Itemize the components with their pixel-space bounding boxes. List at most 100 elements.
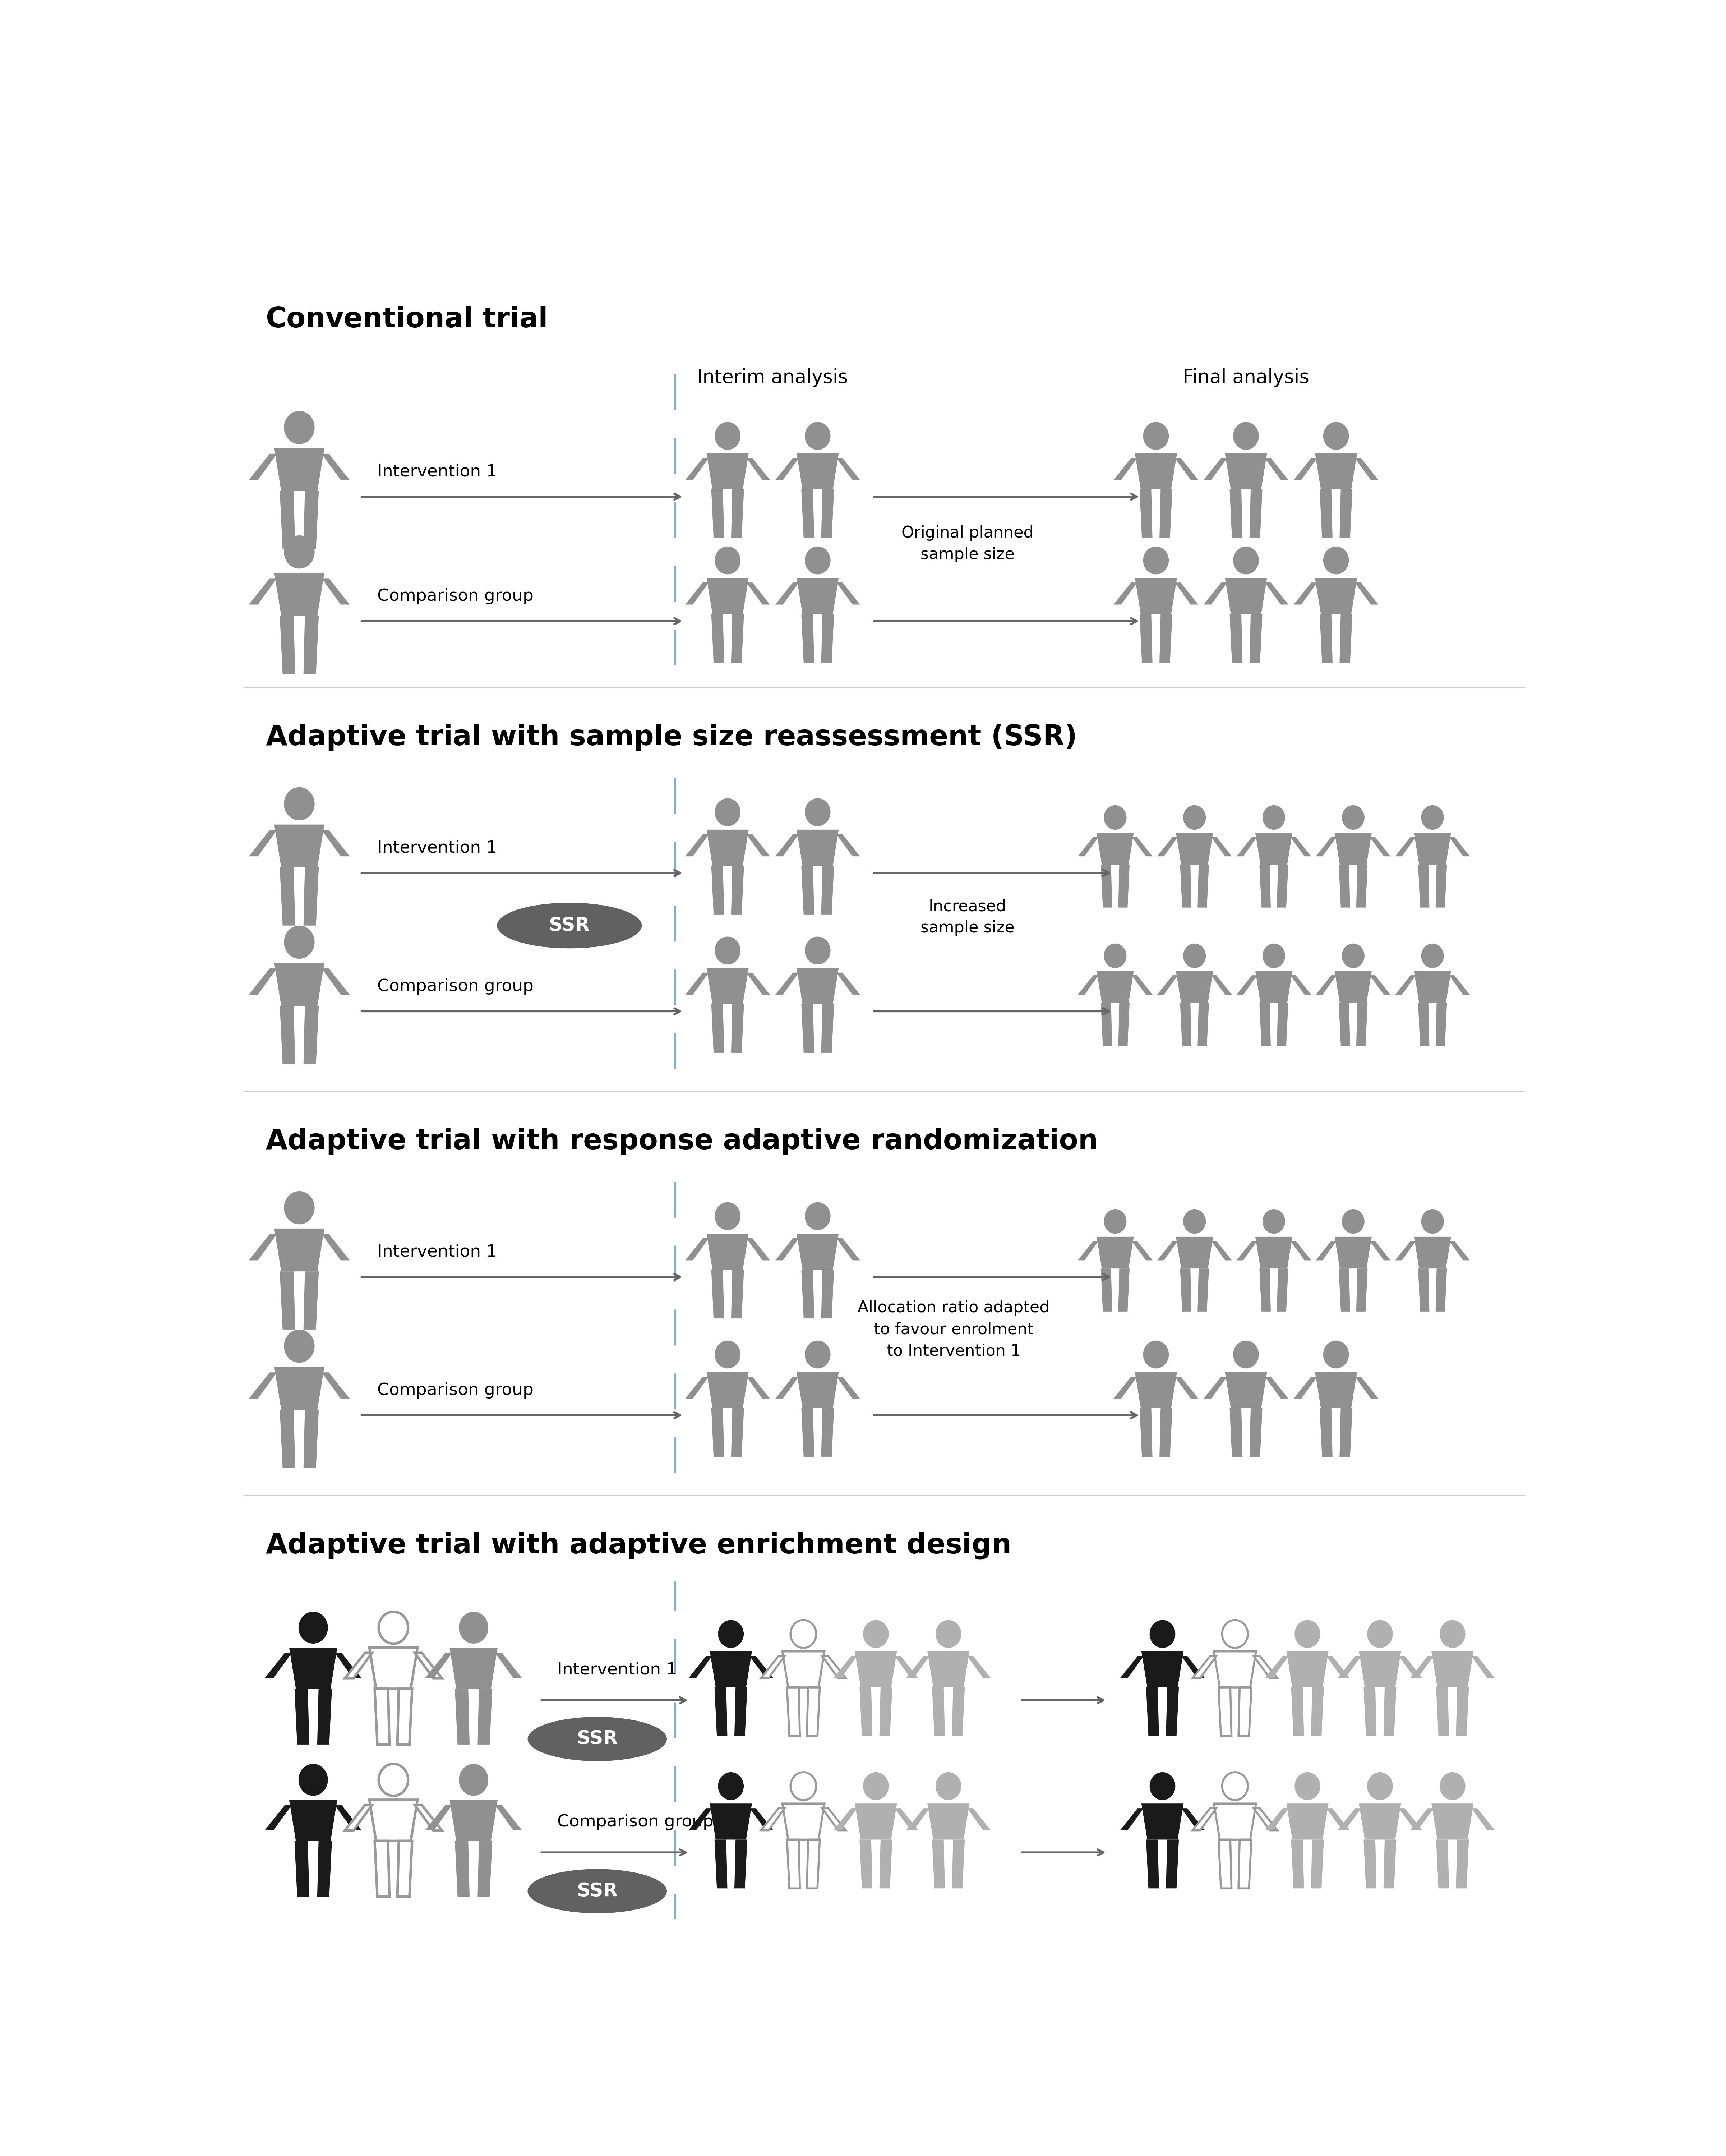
Polygon shape <box>967 1656 991 1677</box>
Polygon shape <box>1250 614 1262 662</box>
Polygon shape <box>1219 1839 1231 1889</box>
Ellipse shape <box>1420 944 1445 968</box>
Polygon shape <box>1414 970 1452 1003</box>
Polygon shape <box>1370 975 1391 994</box>
Polygon shape <box>1419 865 1429 908</box>
Ellipse shape <box>1341 944 1365 968</box>
Polygon shape <box>1457 1688 1469 1736</box>
Polygon shape <box>1286 1805 1329 1839</box>
Polygon shape <box>706 453 749 489</box>
Polygon shape <box>1113 1376 1137 1399</box>
Polygon shape <box>1077 975 1099 994</box>
Polygon shape <box>1101 1268 1112 1311</box>
Ellipse shape <box>1143 1341 1169 1369</box>
Polygon shape <box>782 1651 825 1688</box>
Text: Comparison group: Comparison group <box>378 1382 533 1399</box>
Polygon shape <box>375 1841 390 1897</box>
Polygon shape <box>274 1229 324 1272</box>
Text: Intervention 1: Intervention 1 <box>378 464 497 481</box>
Polygon shape <box>782 1805 825 1839</box>
Polygon shape <box>711 1408 725 1457</box>
Polygon shape <box>1113 457 1137 481</box>
Polygon shape <box>834 1809 858 1830</box>
Polygon shape <box>1265 1376 1288 1399</box>
Polygon shape <box>797 1233 839 1270</box>
Polygon shape <box>801 867 815 914</box>
Polygon shape <box>1431 1651 1474 1688</box>
Polygon shape <box>685 582 709 604</box>
Text: Original planned
sample size: Original planned sample size <box>901 526 1034 563</box>
Polygon shape <box>706 1371 749 1408</box>
Polygon shape <box>1101 1003 1112 1046</box>
Polygon shape <box>1320 1408 1332 1457</box>
Ellipse shape <box>1262 804 1286 830</box>
Polygon shape <box>1398 1656 1422 1677</box>
Polygon shape <box>321 830 350 856</box>
Polygon shape <box>1175 1376 1198 1399</box>
Polygon shape <box>1175 1238 1213 1268</box>
Polygon shape <box>1395 1242 1415 1261</box>
Polygon shape <box>1450 975 1471 994</box>
Ellipse shape <box>459 1613 488 1643</box>
Polygon shape <box>1096 832 1134 865</box>
Polygon shape <box>478 1841 492 1897</box>
Polygon shape <box>1229 614 1243 662</box>
Polygon shape <box>706 968 749 1005</box>
Polygon shape <box>1175 832 1213 865</box>
Polygon shape <box>1312 1839 1324 1889</box>
Ellipse shape <box>1294 1772 1320 1800</box>
Polygon shape <box>1339 1408 1353 1457</box>
Polygon shape <box>822 1270 834 1319</box>
Polygon shape <box>1436 1003 1446 1046</box>
Polygon shape <box>456 1688 469 1744</box>
Polygon shape <box>732 1408 744 1457</box>
Polygon shape <box>264 1805 292 1830</box>
Polygon shape <box>1198 1268 1208 1311</box>
Polygon shape <box>1315 837 1336 856</box>
Ellipse shape <box>1105 944 1127 968</box>
Polygon shape <box>274 964 324 1005</box>
Ellipse shape <box>804 1203 830 1231</box>
Polygon shape <box>1357 865 1367 908</box>
Polygon shape <box>280 1410 295 1468</box>
Polygon shape <box>335 1654 362 1677</box>
Polygon shape <box>711 1005 725 1052</box>
Polygon shape <box>1265 1809 1289 1830</box>
Polygon shape <box>345 1805 371 1830</box>
Ellipse shape <box>459 1764 488 1796</box>
Polygon shape <box>1118 865 1129 908</box>
Polygon shape <box>1253 1809 1277 1830</box>
Polygon shape <box>1315 578 1357 614</box>
Polygon shape <box>274 1367 324 1410</box>
Polygon shape <box>854 1805 898 1839</box>
Ellipse shape <box>804 1341 830 1369</box>
Polygon shape <box>932 1839 944 1889</box>
Polygon shape <box>1370 837 1391 856</box>
Polygon shape <box>1339 1003 1350 1046</box>
Polygon shape <box>1141 1805 1184 1839</box>
Polygon shape <box>1338 1656 1362 1677</box>
Polygon shape <box>1265 457 1288 481</box>
Polygon shape <box>775 1238 799 1261</box>
Polygon shape <box>787 1688 799 1736</box>
Polygon shape <box>274 824 324 867</box>
Polygon shape <box>1436 1839 1450 1889</box>
Polygon shape <box>906 1656 930 1677</box>
Polygon shape <box>1315 975 1336 994</box>
Polygon shape <box>894 1656 918 1677</box>
Polygon shape <box>1457 1839 1469 1889</box>
Polygon shape <box>1355 457 1379 481</box>
Polygon shape <box>1265 582 1288 604</box>
Polygon shape <box>1225 578 1267 614</box>
Ellipse shape <box>285 1330 314 1363</box>
Polygon shape <box>822 1005 834 1052</box>
Ellipse shape <box>715 1203 740 1231</box>
Polygon shape <box>1414 1238 1452 1268</box>
Polygon shape <box>1203 1376 1227 1399</box>
Polygon shape <box>775 972 799 994</box>
Polygon shape <box>801 1408 815 1457</box>
Ellipse shape <box>804 936 830 964</box>
Ellipse shape <box>1420 804 1445 830</box>
Polygon shape <box>1077 837 1099 856</box>
Polygon shape <box>1471 1656 1495 1677</box>
